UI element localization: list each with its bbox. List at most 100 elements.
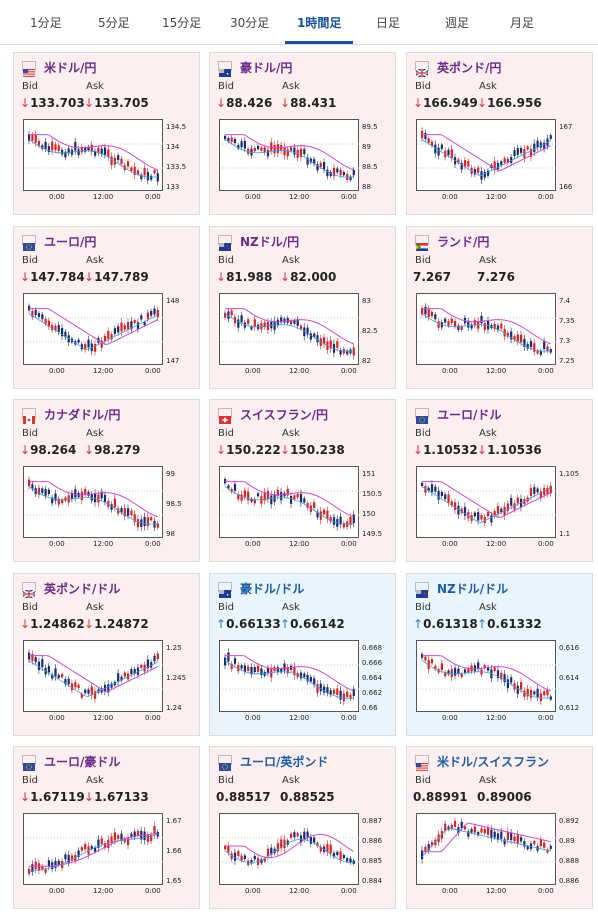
pair-name[interactable]: ユーロ/円 — [44, 235, 97, 249]
bid-label: Bid — [22, 81, 38, 92]
price-chart[interactable]: 0.887 0.886 0.885 0.884 0:00 12:00 0:00 — [219, 813, 387, 897]
candle — [543, 842, 546, 848]
candle — [107, 331, 110, 339]
rate-card[interactable]: ユーロ/ドル Bid Ask ↓1.10532 ↓1.10536 1.105 1.1 0:00… — [406, 399, 593, 562]
pair-name[interactable]: ユーロ/ドル — [437, 408, 502, 422]
candle — [257, 145, 260, 150]
candle — [513, 336, 516, 341]
pair-name[interactable]: スイスフラン/円 — [240, 408, 329, 422]
pair-name[interactable]: NZドル/円 — [240, 235, 300, 249]
price-chart[interactable]: 7.4 7.35 7.3 7.25 0:00 12:00 0:00 — [416, 293, 584, 377]
rate-card[interactable]: 英ポンド/ドル Bid Ask ↓1.24862 ↓1.24872 1.25 1.245 1.… — [13, 573, 200, 736]
tab-2[interactable]: 15分足 — [162, 16, 202, 30]
pair-name[interactable]: 豪ドル/ドル — [240, 582, 305, 596]
pair-name[interactable]: ユーロ/英ポンド — [240, 755, 329, 769]
candle — [276, 144, 279, 153]
us-flag-icon — [415, 755, 429, 771]
moving-average-short — [224, 139, 354, 178]
tab-7[interactable]: 月足 — [510, 16, 535, 30]
candle — [230, 310, 233, 316]
chart-plot-area — [219, 813, 360, 885]
rate-card[interactable]: 豪ドル/ドル Bid Ask ↑0.66133 ↑0.66142 0.668 0.666 0.… — [209, 573, 396, 736]
candle — [293, 320, 296, 324]
price-chart[interactable]: 89.5 89 88.5 88 0:00 12:00 0:00 — [219, 119, 387, 203]
candle — [529, 148, 533, 157]
candle — [74, 141, 77, 151]
pair-name[interactable]: 豪ドル/円 — [240, 61, 293, 75]
candle — [270, 847, 273, 855]
candle — [430, 484, 434, 493]
rate-card[interactable]: ユーロ/円 Bid Ask ↓147.784 ↓147.789 148 147 0:00 12:… — [13, 226, 200, 389]
candle — [487, 512, 490, 517]
candle — [506, 158, 509, 164]
rate-card[interactable]: スイスフラン/円 Bid Ask ↓150.222 ↓150.238 151 150.5 15… — [209, 399, 396, 562]
candle — [51, 497, 54, 504]
pair-name[interactable]: ユーロ/豪ドル — [44, 755, 121, 769]
price-chart[interactable]: 99 98.5 98 0:00 12:00 0:00 — [23, 466, 191, 550]
price-chart[interactable]: 1.67 1.66 1.65 0:00 12:00 0:00 — [23, 813, 191, 897]
rate-card[interactable]: NZドル/ドル Bid Ask ↑0.61318 ↑0.61332 0.616 0.614 0… — [406, 573, 593, 736]
candle — [84, 344, 87, 350]
rate-card[interactable]: ランド/円 Bid Ask 7.267 7.276 7.4 7.35 7.3 7.25 0:00 1… — [406, 226, 593, 389]
candle — [470, 324, 473, 329]
price-chart[interactable]: 134.5 134 133.5 133 0:00 12:00 0:00 — [23, 119, 191, 203]
pair-name[interactable]: 米ドル/円 — [44, 61, 97, 75]
candle — [57, 498, 60, 505]
price-chart[interactable]: 0.892 0.89 0.888 0.886 0:00 12:00 0:00 — [416, 813, 584, 897]
tab-0[interactable]: 1分足 — [30, 16, 62, 30]
ask-label: Ask — [479, 81, 497, 92]
ask-label: Ask — [479, 255, 497, 266]
moving-average-short — [28, 486, 158, 525]
candle — [323, 161, 326, 170]
bid-arrow-icon: ↓ — [20, 443, 31, 457]
pair-name[interactable]: ランド/円 — [437, 235, 490, 249]
candle — [260, 147, 263, 151]
tab-5[interactable]: 日足 — [376, 16, 401, 30]
rate-card[interactable]: 英ポンド/円 Bid Ask ↓166.949 ↓166.956 167 166 0:00 12… — [406, 52, 593, 215]
price-chart[interactable]: 0.668 0.666 0.664 0.662 0.66 0:00 12:00 0:00 — [219, 640, 387, 724]
candle — [64, 151, 67, 158]
candle — [483, 828, 486, 834]
tab-4[interactable]: 1時間足 — [297, 16, 342, 30]
candle — [233, 658, 237, 664]
rate-card[interactable]: 米ドル/円 Bid Ask ↓133.703 ↓133.705 134.5 134 133.5… — [13, 52, 200, 215]
candle — [293, 147, 296, 155]
pair-name[interactable]: カナダドル/円 — [44, 408, 121, 422]
price-chart[interactable]: 1.25 1.245 1.24 0:00 12:00 0:00 — [23, 640, 191, 724]
rate-card[interactable]: NZドル/円 Bid Ask ↓81.988 ↓82.000 83 82.5 82 0:00 12… — [209, 226, 396, 389]
pair-name[interactable]: 英ポンド/ドル — [44, 582, 121, 596]
price-chart[interactable]: 1.105 1.1 0:00 12:00 0:00 — [416, 466, 584, 550]
candle — [233, 852, 237, 861]
price-chart[interactable]: 0.616 0.614 0.612 0:00 12:00 0:00 — [416, 640, 584, 724]
rate-card[interactable]: 米ドル/スイスフラン Bid Ask 0.88991 0.89006 0.892 0.89 0… — [406, 746, 593, 909]
pair-name[interactable]: NZドル/ドル — [437, 582, 509, 596]
moving-average-long — [225, 481, 354, 518]
price-chart[interactable]: 167 166 0:00 12:00 0:00 — [416, 119, 584, 203]
candle — [143, 168, 146, 176]
pair-name[interactable]: 米ドル/スイスフラン — [437, 755, 550, 769]
rate-card[interactable]: カナダドル/円 Bid Ask ↓98.264 ↓98.279 99 98.5 98 0:00 1… — [13, 399, 200, 562]
rate-card[interactable]: ユーロ/豪ドル Bid Ask ↓1.67119 ↓1.67133 1.67 1.66 1.6… — [13, 746, 200, 909]
candle — [526, 688, 529, 697]
tab-1[interactable]: 5分足 — [98, 16, 130, 30]
tab-6[interactable]: 週足 — [445, 16, 470, 30]
candle — [523, 338, 526, 347]
price-chart[interactable]: 151 150.5 150 149.5 0:00 12:00 0:00 — [219, 466, 387, 550]
candle — [313, 159, 316, 165]
rate-card[interactable]: ユーロ/英ポンド Bid Ask 0.88517 0.88525 0.887 0.886 0.… — [209, 746, 396, 909]
candle — [313, 837, 316, 843]
x-tick-label: 0:00 — [145, 887, 161, 895]
candle — [526, 146, 529, 150]
candle — [253, 855, 256, 860]
price-chart[interactable]: 148 147 0:00 12:00 0:00 — [23, 293, 191, 377]
price-chart[interactable]: 83 82.5 82 0:00 12:00 0:00 — [219, 293, 387, 377]
candle — [477, 832, 480, 836]
ca-flag-icon — [22, 408, 36, 424]
moving-average-long — [422, 481, 551, 518]
pair-name[interactable]: 英ポンド/円 — [437, 61, 502, 75]
candle — [516, 497, 519, 504]
rate-card[interactable]: 豪ドル/円 Bid Ask ↓88.426 ↓88.431 89.5 89 88.5 88 0:0… — [209, 52, 396, 215]
tab-3[interactable]: 30分足 — [230, 16, 270, 30]
candle — [516, 148, 519, 155]
candlestick-series — [417, 651, 557, 705]
